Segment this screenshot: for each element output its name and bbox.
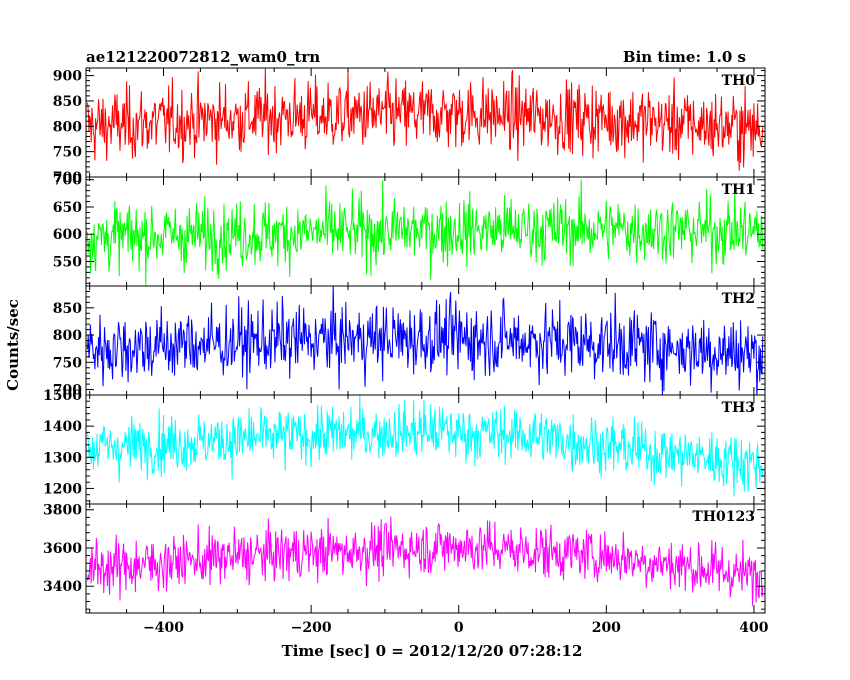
- y-tick-label: 850: [53, 94, 82, 110]
- y-tick-label: 650: [53, 200, 82, 216]
- y-tick-label: 1200: [43, 481, 82, 497]
- panel-frame: [85, 394, 766, 505]
- y-tick-label: 3400: [43, 579, 82, 595]
- series-line-th3: [87, 395, 764, 497]
- y-tick-label: 550: [53, 254, 82, 270]
- bin-time-label: Bin time: 1.0 s: [623, 48, 746, 66]
- panel-frame: [85, 503, 766, 614]
- panel-label: TH0: [722, 73, 756, 89]
- x-tick-label: 400: [739, 620, 768, 636]
- series-line-th1: [87, 179, 764, 286]
- panel-th2: 700 750 800 850 TH2: [53, 285, 766, 399]
- series-line-th0: [87, 68, 764, 171]
- y-axis-label: Counts/sec: [4, 299, 22, 391]
- y-tick-label: 700: [53, 383, 82, 399]
- y-tick-label: 700: [53, 173, 82, 189]
- x-tick-label: 200: [592, 620, 621, 636]
- y-tick-label: 750: [53, 145, 82, 161]
- x-axis-label: Time [sec] 0 = 2012/12/20 07:28:12: [282, 642, 583, 660]
- y-tick-label: 1500: [43, 388, 82, 404]
- x-tick-labels: −400 −200 0 200 400: [143, 620, 769, 636]
- panel-th1: 550 600 650 700 TH1: [53, 173, 766, 287]
- y-tick-label: 850: [53, 301, 82, 317]
- y-tick-label: 800: [53, 328, 82, 344]
- x-tick-label: −200: [291, 620, 332, 636]
- panel-label: TH0123: [692, 509, 755, 525]
- panel-th0: 700 750 800 850 900 TH0: [53, 67, 766, 186]
- y-tick-label: 3600: [43, 541, 82, 557]
- panel-label: TH2: [722, 291, 755, 307]
- x-tick-label: −400: [143, 620, 184, 636]
- panel-label: TH1: [722, 182, 755, 198]
- series-line-th2: [87, 286, 764, 395]
- chart-title: ae121220072812_wam0_trn: [86, 48, 320, 66]
- y-tick-label: 1300: [43, 450, 82, 466]
- y-tick-label: 800: [53, 119, 82, 135]
- y-tick-label: 900: [53, 69, 82, 85]
- x-tick-label: 0: [454, 620, 464, 636]
- panel-label: TH3: [722, 400, 755, 416]
- y-tick-label: 1400: [43, 419, 82, 435]
- y-tick-label: 750: [53, 355, 82, 371]
- panel-th0123: 3400 3600 3800 TH0123: [43, 503, 766, 614]
- y-tick-label: 3800: [43, 503, 82, 519]
- y-tick-label: 600: [53, 227, 82, 243]
- series-line-th0123: [87, 516, 764, 606]
- y-tick-label: 700: [53, 170, 82, 186]
- panel-th3: 1200 1300 1400 1500 TH3: [43, 388, 766, 505]
